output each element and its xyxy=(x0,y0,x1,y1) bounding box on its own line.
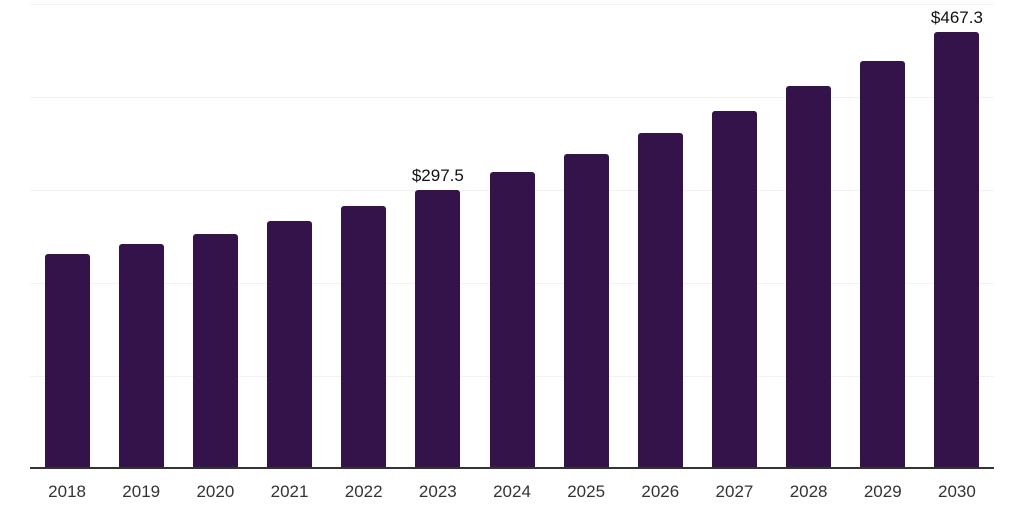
x-tick-2021: 2021 xyxy=(270,482,309,501)
value-label-2023: $297.5 xyxy=(411,166,464,186)
x-tick-2026: 2026 xyxy=(641,482,680,501)
x-tick-2029: 2029 xyxy=(863,482,902,501)
x-tick-2025: 2025 xyxy=(567,482,606,501)
bar-2020 xyxy=(192,233,238,467)
x-tick-2024: 2024 xyxy=(493,482,531,501)
bar-2022 xyxy=(341,205,387,467)
x-tick-2020: 2020 xyxy=(196,482,235,501)
gridline-400 xyxy=(30,97,994,98)
x-tick-2018: 2018 xyxy=(48,482,86,501)
x-tick-2023: 2023 xyxy=(418,482,457,501)
x-tick-2019: 2019 xyxy=(122,482,161,501)
bar-2026 xyxy=(637,132,683,467)
x-axis-labels: 2018 2019 2020 2021 2022 2023 2024 2025 2026 2027… xyxy=(30,483,994,505)
gridline-500 xyxy=(30,4,994,5)
x-tick-2022: 2022 xyxy=(344,482,383,501)
bar-2030 xyxy=(934,32,980,467)
x-tick-2028: 2028 xyxy=(789,482,828,501)
bar-2025 xyxy=(563,153,609,467)
bar-2024 xyxy=(489,171,535,467)
bar-2023 xyxy=(415,190,461,467)
bar-2028 xyxy=(786,86,832,467)
bar-2027 xyxy=(711,111,757,467)
value-label-2030: $467.3 xyxy=(930,8,983,28)
bar-2021 xyxy=(267,220,313,467)
x-tick-2027: 2027 xyxy=(715,482,754,501)
bar-2019 xyxy=(118,244,164,467)
x-tick-2030: 2030 xyxy=(938,482,976,501)
bar-2029 xyxy=(860,60,906,467)
bar-2018 xyxy=(44,254,90,467)
plot-area: $297.5 $467.3 xyxy=(30,4,994,469)
